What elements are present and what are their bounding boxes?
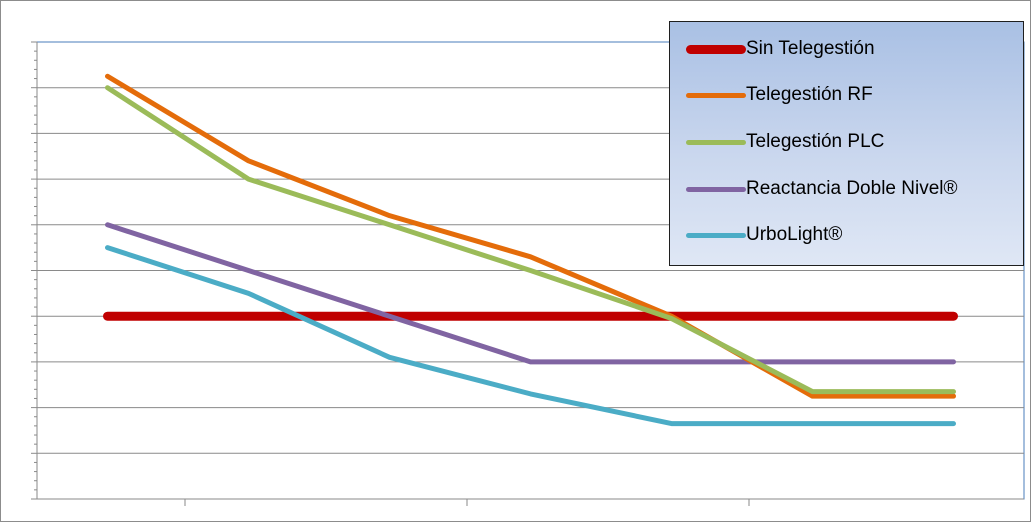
- series-line-2: [105, 73, 956, 399]
- legend: Sin Telegestión Telegestión RF Telegesti…: [669, 21, 1024, 266]
- legend-label-telegestion-rf: Telegestión RF: [746, 84, 873, 105]
- legend-item-urbolight: UrboLight®: [686, 220, 842, 250]
- legend-label-telegestion-plc: Telegestión PLC: [746, 131, 885, 152]
- legend-swatch-reactancia-doble-nivel: [686, 186, 746, 192]
- legend-label-sin-telegestion: Sin Telegestión: [746, 38, 875, 59]
- series-line-5: [105, 245, 956, 427]
- legend-item-reactancia-doble-nivel: Reactancia Doble Nivel®: [686, 174, 958, 204]
- legend-swatch-telegestion-rf: [686, 92, 746, 98]
- legend-label-reactancia-doble-nivel: Reactancia Doble Nivel®: [746, 178, 958, 199]
- legend-swatch-sin-telegestion: [686, 44, 746, 54]
- legend-item-telegestion-rf: Telegestión RF: [686, 80, 873, 110]
- series-line-4: [105, 222, 956, 365]
- legend-swatch-urbolight: [686, 232, 746, 238]
- legend-swatch-telegestion-plc: [686, 139, 746, 145]
- legend-item-telegestion-plc: Telegestión PLC: [686, 127, 884, 157]
- legend-item-sin-telegestion: Sin Telegestión: [686, 34, 875, 64]
- series-line-3: [105, 85, 956, 395]
- legend-label-urbolight: UrboLight®: [746, 224, 843, 245]
